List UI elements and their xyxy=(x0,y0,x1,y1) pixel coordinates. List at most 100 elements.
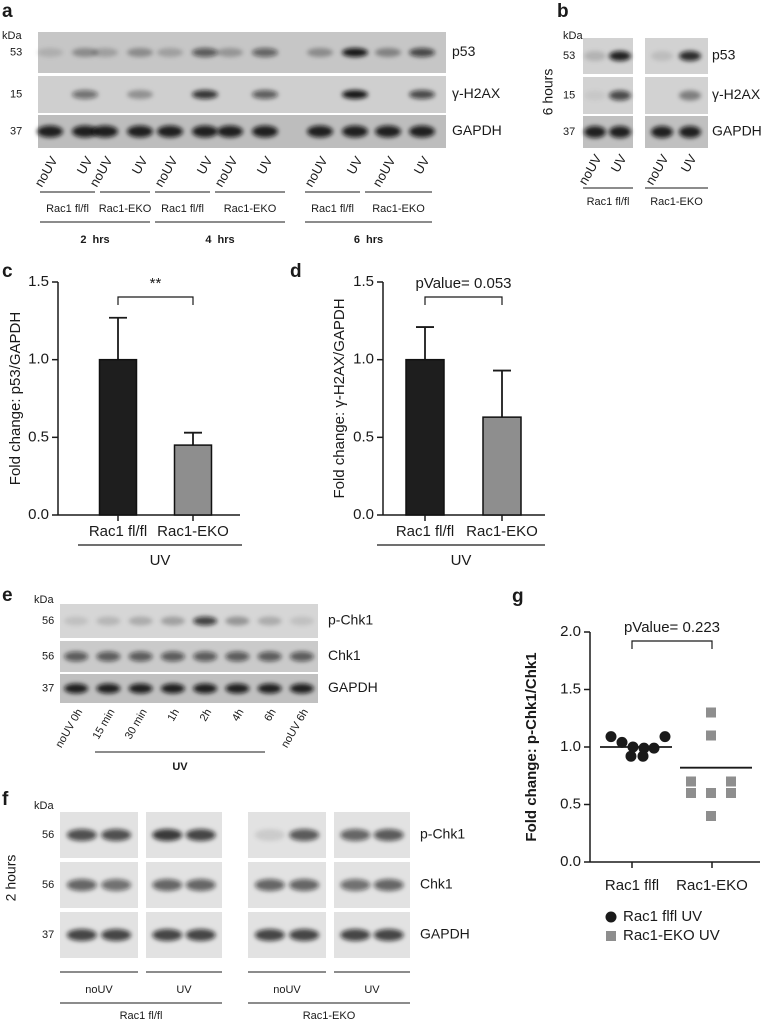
band xyxy=(254,829,285,841)
band xyxy=(37,48,63,57)
band xyxy=(679,51,701,61)
data-point xyxy=(637,750,649,762)
legend-label: Rac1-EKO UV xyxy=(623,927,720,944)
band xyxy=(409,90,435,99)
data-point xyxy=(659,731,671,743)
band xyxy=(101,879,132,891)
row-label: Chk1 xyxy=(328,647,361,663)
row-label: p53 xyxy=(712,47,736,63)
band xyxy=(342,48,368,57)
significance-bracket xyxy=(424,296,503,305)
band xyxy=(342,90,368,99)
band xyxy=(193,651,218,662)
y-tick-label: 1.5 xyxy=(353,273,374,290)
genotype-label: Rac1 fl/fl xyxy=(161,203,204,215)
y-tick-label: 0.0 xyxy=(28,506,49,523)
band xyxy=(185,929,216,941)
band xyxy=(217,48,243,57)
marker-label: 37 xyxy=(563,126,575,138)
y-tick-label: 0.5 xyxy=(353,428,374,445)
lane-label: UV xyxy=(254,153,276,176)
panel-letter: e xyxy=(2,585,13,606)
bar xyxy=(173,444,213,516)
annotation: ** xyxy=(150,275,162,292)
row-label: Chk1 xyxy=(420,876,453,892)
band xyxy=(289,879,320,891)
band xyxy=(409,48,435,57)
band xyxy=(373,929,404,941)
band xyxy=(252,48,278,57)
band xyxy=(340,879,371,891)
data-point xyxy=(706,707,716,718)
band xyxy=(185,829,216,841)
band xyxy=(307,125,333,138)
side-label: 2 hours xyxy=(3,855,19,902)
band xyxy=(185,879,216,891)
band xyxy=(225,616,250,626)
band xyxy=(373,879,404,891)
band xyxy=(64,651,89,662)
significance-bracket xyxy=(631,640,713,649)
marker-label: 15 xyxy=(10,88,22,100)
band xyxy=(192,90,218,99)
data-point xyxy=(616,736,628,748)
band xyxy=(96,651,121,662)
y-tick-label: 0.5 xyxy=(28,428,49,445)
band xyxy=(192,125,218,138)
marker-label: 56 xyxy=(42,829,54,841)
lane-label: noUV xyxy=(575,151,604,187)
panel-letter: g xyxy=(512,586,524,607)
lane-label: noUV xyxy=(31,153,60,189)
time-label: 2 hrs xyxy=(80,234,109,246)
band xyxy=(651,126,673,138)
panel-letter: b xyxy=(557,1,569,22)
band xyxy=(128,683,153,694)
band xyxy=(257,616,282,626)
band xyxy=(96,683,121,694)
band xyxy=(254,879,285,891)
marker-label: 15 xyxy=(563,89,575,101)
blot-background xyxy=(38,76,446,113)
row-label: GAPDH xyxy=(328,679,378,695)
y-axis-label: Fold change: p-Chk1/Chk1 xyxy=(523,652,540,841)
row-label: GAPDH xyxy=(452,122,502,138)
band xyxy=(409,125,435,138)
y-tick-label: 1.5 xyxy=(28,273,49,290)
treatment-label: UV xyxy=(176,984,192,996)
data-point xyxy=(686,776,696,787)
band xyxy=(193,683,218,694)
y-tick-label: 0.5 xyxy=(560,795,581,812)
data-point xyxy=(605,731,617,743)
lane-label: UV xyxy=(411,153,433,176)
band xyxy=(217,125,243,138)
time-label: 6 hrs xyxy=(354,234,383,246)
significance-bracket xyxy=(117,296,194,305)
data-point xyxy=(638,742,650,754)
band xyxy=(193,616,218,626)
lane-label: noUV xyxy=(642,151,671,187)
data-point xyxy=(625,750,637,762)
band xyxy=(289,829,320,841)
band xyxy=(340,929,371,941)
kda-label: kDa xyxy=(34,800,54,812)
band xyxy=(289,929,320,941)
genotype-label: Rac1-EKO xyxy=(372,203,425,215)
band xyxy=(128,651,153,662)
lane-label: noUV xyxy=(369,153,398,189)
y-tick-label: 0.0 xyxy=(353,506,374,523)
band xyxy=(373,829,404,841)
band xyxy=(92,125,118,138)
band xyxy=(72,90,98,99)
marker-label: 53 xyxy=(10,46,22,58)
lane-label: 15 min xyxy=(91,707,118,742)
bar xyxy=(405,358,445,516)
row-label: γ-H2AX xyxy=(452,85,501,101)
lane-label: noUV xyxy=(301,153,330,189)
lane-label: noUV 0h xyxy=(53,707,85,750)
band xyxy=(340,829,371,841)
band xyxy=(679,126,701,138)
band xyxy=(101,929,132,941)
band xyxy=(289,616,314,626)
kda-label: kDa xyxy=(2,30,22,42)
group-label: UV xyxy=(172,761,188,773)
